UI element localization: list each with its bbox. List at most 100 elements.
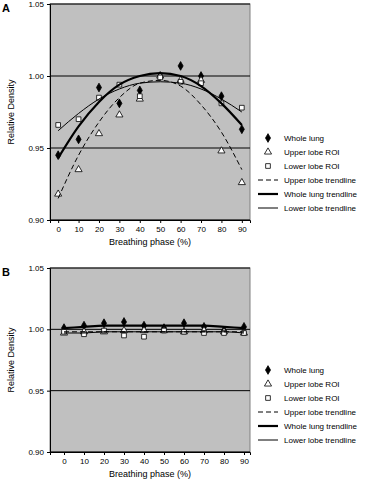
tick-label: 20 <box>100 457 109 466</box>
tick-label: 80 <box>220 457 229 466</box>
tick-mark <box>242 220 243 223</box>
tick: 70 <box>200 452 209 466</box>
tick-label: 60 <box>177 225 186 234</box>
tick-label: 0.95 <box>28 387 44 396</box>
point <box>142 334 147 339</box>
tick-mark <box>124 452 125 455</box>
legend-marker <box>265 134 270 143</box>
tick-mark <box>47 148 50 149</box>
legend-line <box>258 425 278 427</box>
legend-item: Upper lobe ROI <box>264 148 339 157</box>
tick-label: 30 <box>115 225 124 234</box>
axis-line <box>51 221 251 224</box>
tick-label: 1.05 <box>28 264 44 273</box>
tick-label: 0 <box>62 457 67 466</box>
y-axis: 0.900.951.001.05 <box>28 0 50 225</box>
point <box>76 117 81 122</box>
grid <box>50 4 250 220</box>
legend-label: Lower lobe trendline <box>284 204 357 213</box>
panel-title: A <box>2 2 10 14</box>
tick-label: 50 <box>156 225 165 234</box>
legend-item: Upper lobe trendline <box>258 176 357 185</box>
tick-mark <box>140 220 141 223</box>
legend-marker <box>266 164 271 169</box>
legend: Whole lungUpper lobe ROILower lobe ROIUp… <box>258 134 357 213</box>
tick: 90 <box>238 220 247 234</box>
trend-line <box>58 73 242 158</box>
grid-line <box>50 390 250 391</box>
tick: 10 <box>75 220 84 234</box>
tick-mark <box>47 4 50 5</box>
grid <box>50 268 250 452</box>
point <box>116 111 123 117</box>
tick: 60 <box>177 220 186 234</box>
axis-line <box>51 453 251 456</box>
x-axis-title: Breathing phase (%) <box>109 469 191 479</box>
tick: 80 <box>220 452 229 466</box>
trend-line <box>64 332 244 333</box>
tick: 50 <box>156 220 165 234</box>
tick: 0.95 <box>28 144 50 153</box>
tick-mark <box>47 452 50 453</box>
marks <box>60 318 247 339</box>
tick-mark <box>47 329 50 330</box>
legend-label: Whole lung trendline <box>284 190 357 199</box>
tick-label: 20 <box>95 225 104 234</box>
legend-item: Upper lobe trendline <box>258 408 357 417</box>
tick-label: 1.00 <box>28 325 44 334</box>
tick-label: 90 <box>240 457 249 466</box>
axis-line <box>47 269 51 453</box>
tick-label: 70 <box>200 457 209 466</box>
point <box>137 94 142 99</box>
tick-label: 1.00 <box>28 72 44 81</box>
legend-item: Lower lobe trendline <box>258 204 357 213</box>
tick-mark <box>204 452 205 455</box>
trend-line <box>64 326 244 328</box>
legend-line <box>258 440 278 441</box>
plot-area <box>50 4 250 220</box>
tick-label: 1.05 <box>28 0 44 9</box>
legend-marker <box>264 148 271 154</box>
legend-line <box>258 193 278 195</box>
tick: 10 <box>80 452 89 466</box>
marks <box>55 62 246 199</box>
x-axis-title: Breathing phase (%) <box>109 237 191 247</box>
legend-line <box>258 180 278 181</box>
tick-mark <box>64 452 65 455</box>
legend-item: Whole lung trendline <box>258 422 357 431</box>
point <box>75 165 82 171</box>
tick: 1.00 <box>28 72 50 81</box>
tick-mark <box>47 220 50 221</box>
tick-label: 10 <box>80 457 89 466</box>
x-axis: 0102030405060708090 <box>51 220 251 234</box>
tick: 90 <box>240 452 249 466</box>
legend-label: Upper lobe trendline <box>284 408 357 417</box>
tick-mark <box>164 452 165 455</box>
tick: 30 <box>115 220 124 234</box>
tick: 40 <box>140 452 149 466</box>
point <box>56 123 61 128</box>
tick-mark <box>84 452 85 455</box>
tick: 0 <box>62 452 67 466</box>
tick-mark <box>119 220 120 223</box>
point <box>96 83 101 92</box>
tick-label: 0.95 <box>28 144 44 153</box>
legend-label: Whole lung <box>284 366 324 375</box>
point <box>95 129 102 135</box>
point <box>218 147 225 153</box>
panel: 0.900.951.001.050102030405060708090Breat… <box>2 264 357 479</box>
axis-line <box>47 5 51 221</box>
tick-mark <box>184 452 185 455</box>
tick: 20 <box>100 452 109 466</box>
panel-title: B <box>2 266 10 278</box>
point <box>239 125 244 134</box>
tick: 40 <box>136 220 145 234</box>
trend-line <box>58 82 242 131</box>
tick-mark <box>144 452 145 455</box>
legend-item: Whole lung <box>265 134 324 143</box>
tick-label: 90 <box>238 225 247 234</box>
tick-mark <box>160 220 161 223</box>
legend-line <box>258 208 278 209</box>
tick: 1.05 <box>28 264 50 273</box>
tick-label: 50 <box>160 457 169 466</box>
